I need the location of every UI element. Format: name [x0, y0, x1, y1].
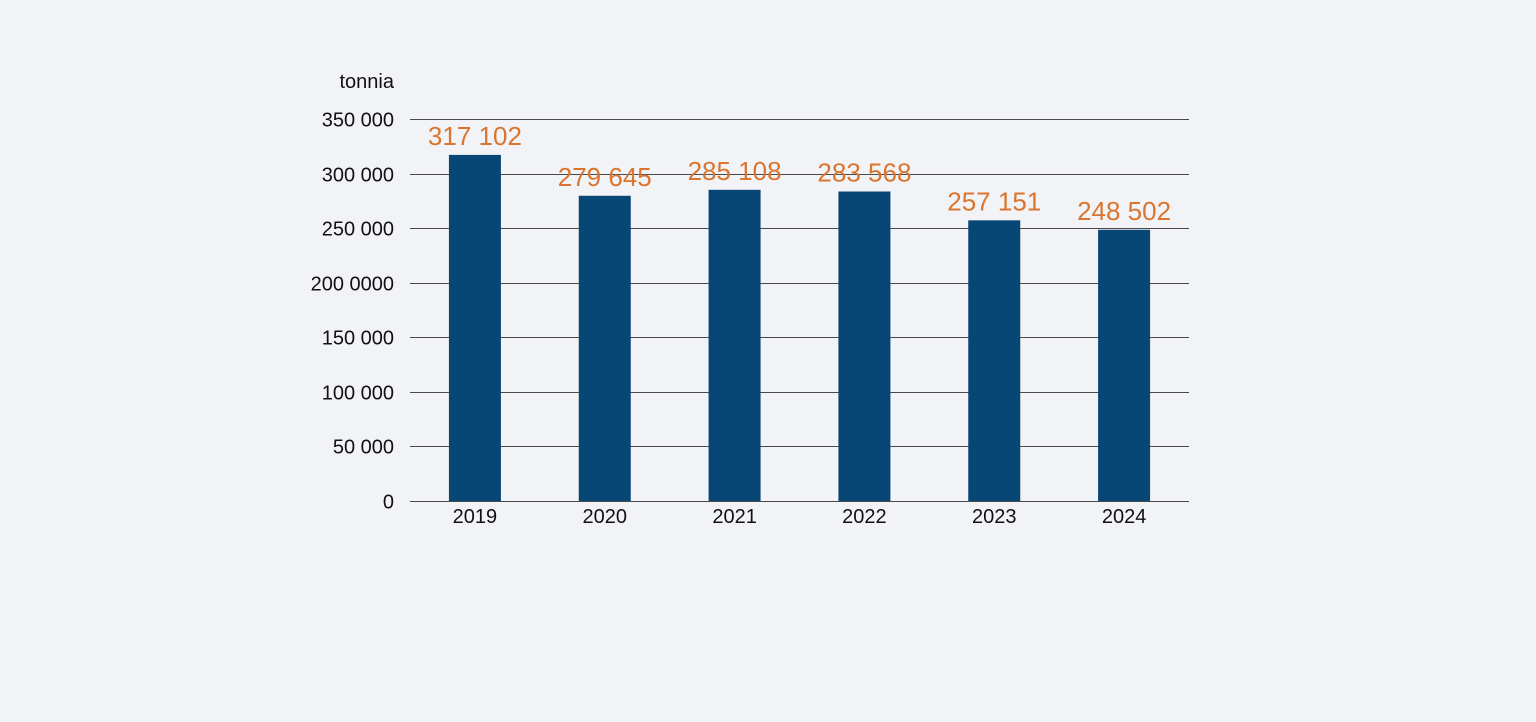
- data-label-2022: 283 568: [817, 158, 911, 188]
- gridlines: [410, 119, 1189, 502]
- y-tick-label: 250 000: [322, 219, 394, 241]
- bar-2020: [578, 195, 631, 501]
- x-tick-label: 2020: [583, 506, 628, 528]
- x-tick-label: 2023: [972, 506, 1017, 528]
- bar-2024: [1098, 229, 1151, 501]
- data-labels: 317 102 279 645 285 108 283 568 257 151 248 5…: [428, 121, 1171, 226]
- x-tick-label: 2024: [1102, 506, 1147, 528]
- bar-2021: [708, 189, 761, 501]
- data-label-2023: 257 151: [947, 186, 1041, 216]
- y-tick-label: 100 000: [322, 383, 394, 405]
- y-tick-label: 350 000: [322, 110, 394, 132]
- y-tick-label: 200 0000: [311, 274, 394, 296]
- y-tick-label: 50 000: [333, 437, 394, 459]
- y-tick-label: 300 000: [322, 165, 394, 187]
- x-tick-label: 2022: [842, 506, 887, 528]
- data-label-2019: 317 102: [428, 121, 522, 151]
- y-tick-label: 0: [383, 492, 394, 514]
- y-axis-ticks: 0 50 000 100 000 150 000 200 0000 250 000 300 …: [311, 110, 394, 514]
- data-label-2020: 279 645: [558, 162, 652, 192]
- bar-2022: [838, 191, 891, 501]
- x-tick-label: 2019: [453, 506, 498, 528]
- x-axis-ticks: 2019 2020 2021 2022 2023 2024: [453, 506, 1147, 528]
- x-tick-label: 2021: [712, 506, 757, 528]
- y-tick-label: 150 000: [322, 328, 394, 350]
- bar-2023: [968, 220, 1021, 501]
- data-label-2021: 285 108: [688, 156, 782, 186]
- bars: [448, 154, 1151, 501]
- data-label-2024: 248 502: [1077, 196, 1171, 226]
- y-axis-unit-label: tonnia: [340, 71, 395, 93]
- bar-2019: [448, 154, 501, 501]
